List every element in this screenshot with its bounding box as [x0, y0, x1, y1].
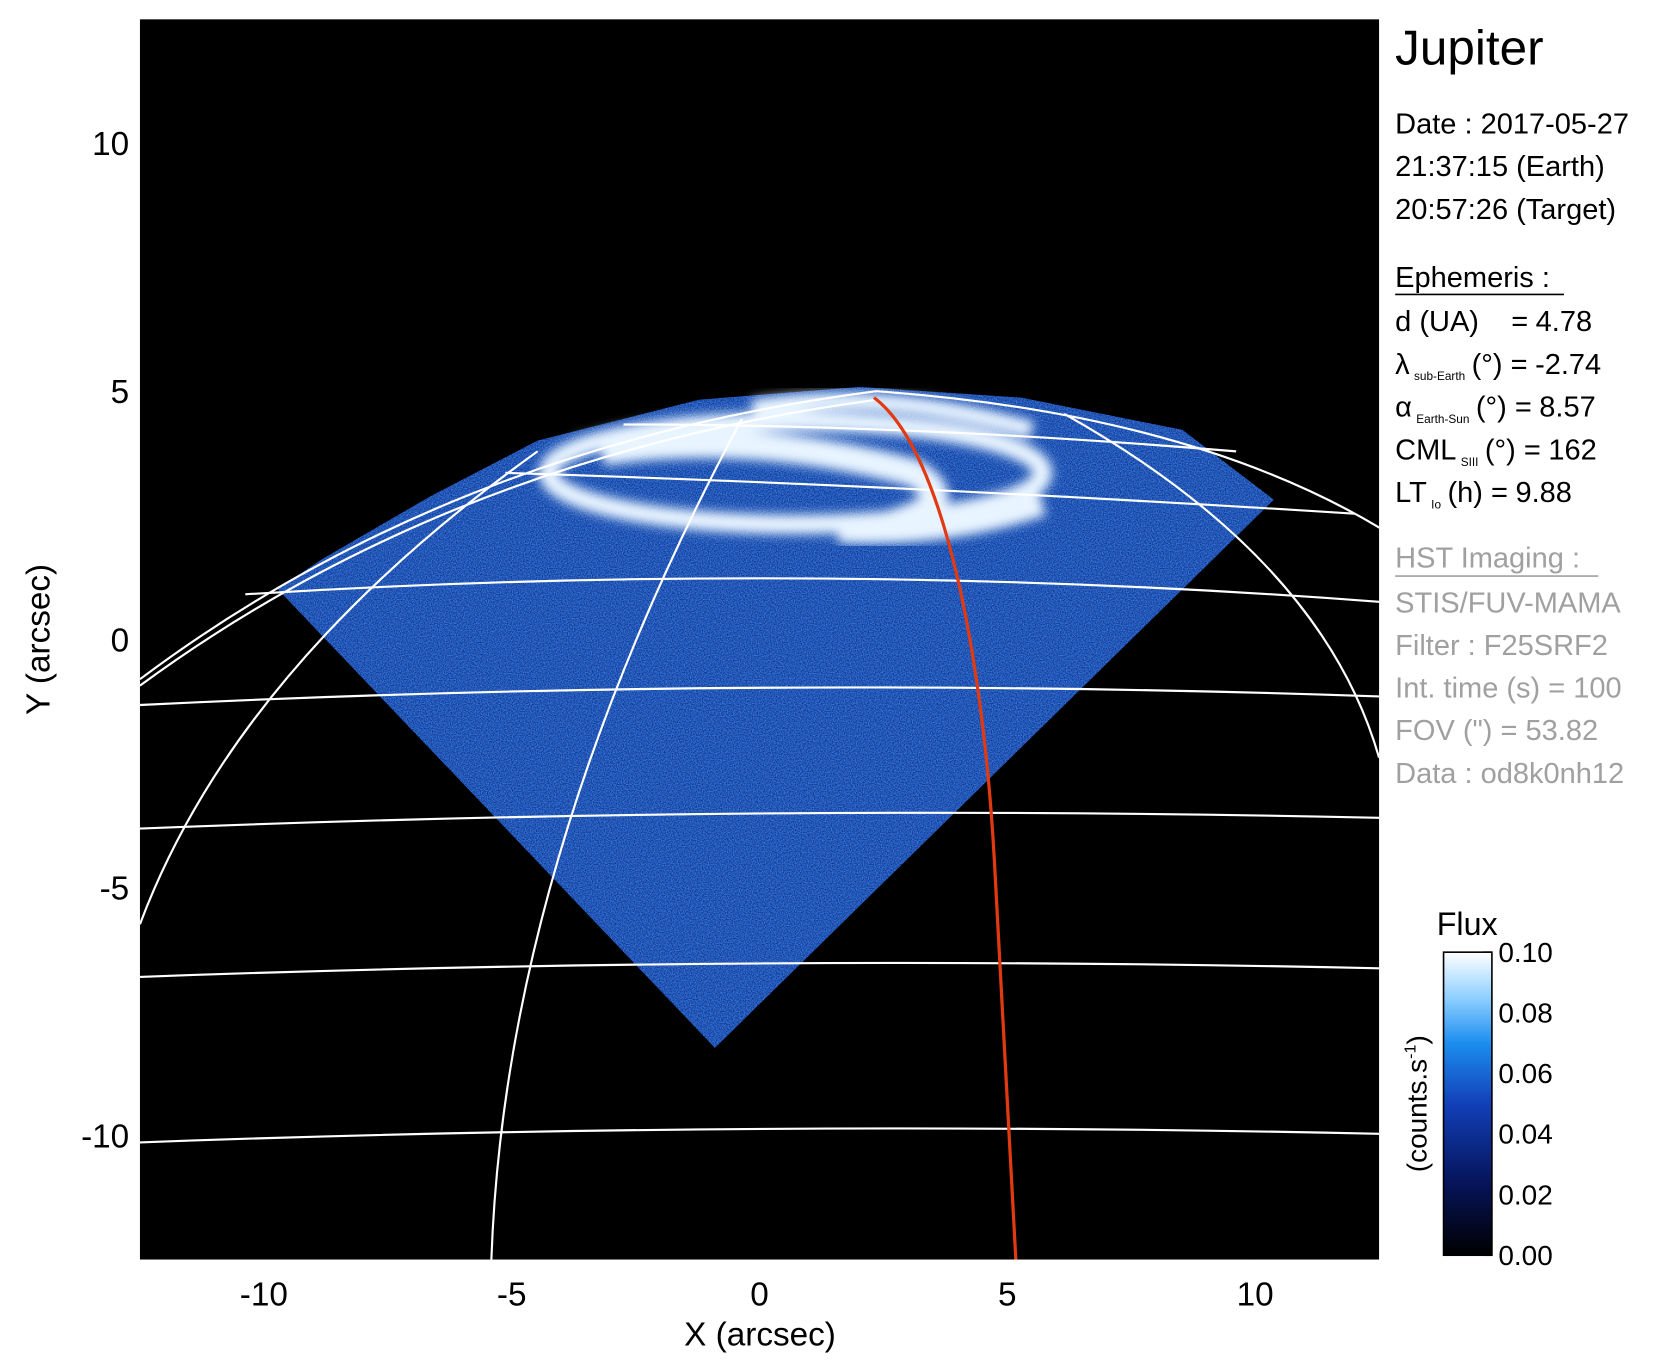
planet-grid	[139, 390, 1380, 1260]
colorbar-label-text: (counts.s	[1401, 1059, 1432, 1172]
colorbar-tick-label: 0.02	[1498, 1179, 1552, 1210]
ephemeris-symbol: CML	[1395, 434, 1456, 466]
colorbar-label-end: )	[1401, 1035, 1432, 1044]
ephemeris-item: LT Io (h) = 9.88	[1395, 477, 1572, 511]
colorbar-title: Flux	[1437, 906, 1498, 942]
reference-meridian	[872, 396, 1018, 1260]
x-tick-label: -5	[497, 1277, 527, 1314]
ephemeris-unit: (°) =	[1485, 434, 1541, 466]
colorbar-tick-label: 0.08	[1498, 997, 1552, 1028]
colorbar-tick-label: 0.00	[1498, 1240, 1552, 1271]
date-line: 20:57:26 (Target)	[1395, 194, 1616, 226]
imaging-line: Int. time (s) = 100	[1395, 673, 1621, 705]
imaging-line: Filter : F25SRF2	[1395, 630, 1608, 662]
ephemeris-value: 4.78	[1536, 306, 1592, 338]
ephemeris-title: Ephemeris :	[1395, 262, 1550, 294]
planet-title: Jupiter	[1395, 20, 1543, 75]
ephemeris-unit: (°) =	[1476, 392, 1532, 424]
colorbar-label: (counts.s-1)	[1401, 1035, 1432, 1172]
imaging-list: STIS/FUV-MAMA Filter : F25SRF2 Int. time (…	[1395, 588, 1624, 790]
ephemeris-list: d (UA) = 4.78λ sub-Earth (°) = -2.74α Earth-Su…	[1395, 306, 1601, 512]
y-tick-label: 10	[92, 126, 129, 163]
ephemeris-subscript: Earth-Sun	[1416, 412, 1469, 426]
ephemeris-item: CML SIII (°) = 162	[1395, 434, 1597, 468]
ephemeris-symbol: LT	[1395, 477, 1427, 509]
date-line: 21:37:15 (Earth)	[1395, 151, 1605, 183]
x-tick-label: 0	[750, 1277, 769, 1314]
image-content	[139, 386, 1380, 1260]
ephemeris-unit: (h) =	[1447, 477, 1507, 509]
y-tick-label: -10	[81, 1118, 129, 1155]
ephemeris-value: -2.74	[1535, 349, 1601, 381]
y-tick-label: 0	[111, 622, 130, 659]
colorbar-tick-label: 0.04	[1498, 1119, 1552, 1150]
x-tick-label: 5	[998, 1277, 1017, 1314]
ephemeris-symbol: α	[1395, 392, 1412, 424]
ephemeris-subscript: sub-Earth	[1414, 369, 1465, 383]
colorbar	[1442, 951, 1493, 1257]
ephemeris-item: λ sub-Earth (°) = -2.74	[1395, 349, 1601, 383]
ephemeris-value: 162	[1548, 434, 1596, 466]
x-axis-label: X (arcsec)	[684, 1317, 836, 1354]
date-line: Date : 2017-05-27	[1395, 108, 1629, 140]
ephemeris-unit: =	[1511, 306, 1528, 338]
ephemeris-item: d (UA) = 4.78	[1395, 306, 1592, 338]
ephemeris-value: 9.88	[1515, 477, 1571, 509]
y-tick-label: 5	[111, 374, 130, 411]
ephemeris-symbol: d (UA)	[1395, 306, 1479, 338]
x-tick-label: 10	[1237, 1277, 1274, 1314]
ephemeris-unit: (°) =	[1472, 349, 1528, 381]
imaging-title: HST Imaging :	[1395, 542, 1580, 574]
x-tick-label: -10	[240, 1277, 288, 1314]
imaging-line: FOV (") = 53.82	[1395, 715, 1598, 747]
ephemeris-subscript: SIII	[1461, 455, 1479, 469]
imaging-line: Data : od8k0nh12	[1395, 758, 1624, 790]
y-axis-label: Y (arcsec)	[21, 564, 58, 715]
image-noise	[277, 386, 1274, 1048]
y-tick-label: -5	[100, 870, 130, 907]
colorbar-tick-label: 0.10	[1498, 937, 1552, 968]
ephemeris-item: α Earth-Sun (°) = 8.57	[1395, 392, 1596, 426]
ephemeris-symbol: λ	[1395, 349, 1410, 381]
colorbar-tick-label: 0.06	[1498, 1058, 1552, 1089]
colorbar-label-sup: -1	[1402, 1044, 1420, 1058]
ephemeris-subscript: Io	[1431, 498, 1441, 512]
imaging-line: STIS/FUV-MAMA	[1395, 588, 1621, 620]
axes: -10 -5 0 5 10 -10 -5 0 5 10 0.00 0.02 0.04 0.06 0.08 0.…	[81, 126, 1553, 1314]
ephemeris-value: 8.57	[1539, 392, 1595, 424]
